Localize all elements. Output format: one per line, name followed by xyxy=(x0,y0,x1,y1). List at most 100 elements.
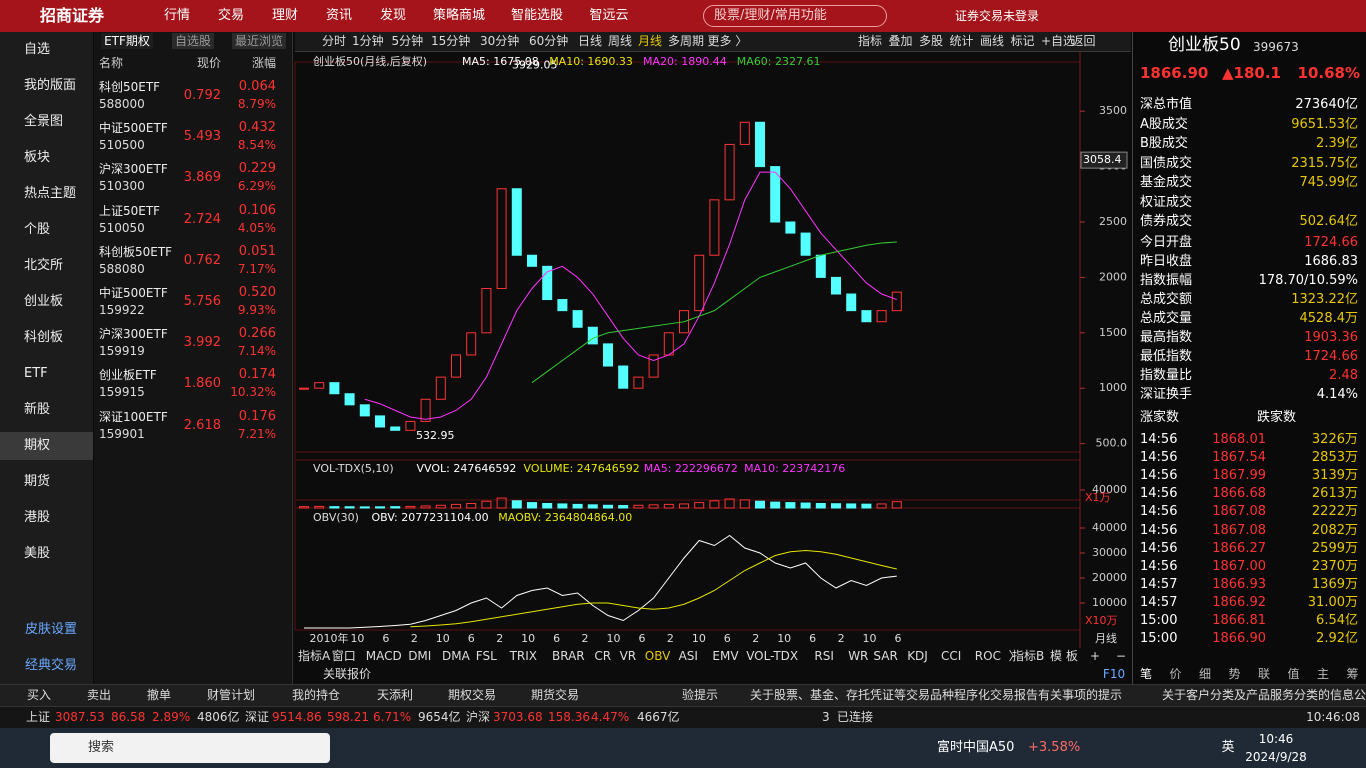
nav-item[interactable]: ETF xyxy=(24,366,48,381)
tool-button[interactable]: 画线 xyxy=(980,34,1005,48)
indicator-tab[interactable]: BRAR xyxy=(552,649,585,663)
action-bar xyxy=(0,684,1366,707)
quote-tab[interactable]: 势 xyxy=(1228,667,1241,681)
menu-item[interactable]: 发现 xyxy=(379,8,407,23)
tool-button[interactable]: 指标 xyxy=(858,34,883,48)
stat-label: B股成交 xyxy=(1140,136,1188,151)
menu-item[interactable]: 策略商城 xyxy=(432,8,486,23)
menu-item[interactable]: 智远云 xyxy=(589,8,629,23)
indicator-tab[interactable]: ROC xyxy=(974,649,1001,663)
indicator-tab[interactable]: KDJ xyxy=(907,649,928,663)
period-button[interactable]: 30分钟 xyxy=(480,34,520,48)
quote-tab[interactable]: 筹 xyxy=(1346,667,1359,681)
tab[interactable]: 最近浏览 xyxy=(231,33,287,49)
period-button[interactable]: 月线 xyxy=(638,34,663,48)
period-button[interactable]: 15分钟 xyxy=(431,34,471,48)
quote-tab[interactable]: 值 xyxy=(1287,667,1300,681)
indicator-tab[interactable]: 窗口 xyxy=(331,649,356,663)
nav-item[interactable]: 期权 xyxy=(24,438,51,453)
tab[interactable]: ETF期权 xyxy=(101,33,153,49)
quote-tab[interactable]: 细 xyxy=(1198,667,1212,681)
indicator-tab[interactable]: SAR xyxy=(873,649,898,663)
indicator-tab[interactable]: 指标B xyxy=(1012,649,1045,663)
nav-item[interactable]: 我的版面 xyxy=(24,78,77,93)
menu-item[interactable]: 资讯 xyxy=(325,8,353,23)
indicator-tab[interactable]: FSL xyxy=(475,649,497,663)
menu-item[interactable]: 智能选股 xyxy=(510,8,564,23)
taskbar-search[interactable] xyxy=(50,733,330,763)
nav-item[interactable]: 美股 xyxy=(24,546,51,561)
indicator-tab[interactable]: + xyxy=(1090,649,1101,663)
tool-button[interactable]: 标记 xyxy=(1010,34,1035,48)
indicator-tab[interactable]: ASI xyxy=(678,649,698,663)
nav-item[interactable]: 自选 xyxy=(24,42,51,57)
indicator-tab[interactable]: RSI xyxy=(814,649,834,663)
period-button[interactable]: 分时 xyxy=(322,34,347,48)
nav-item[interactable]: 板块 xyxy=(24,150,51,165)
menu-item[interactable]: 行情 xyxy=(163,8,191,23)
indicator-tab[interactable]: WR xyxy=(848,649,869,663)
indicator-tab[interactable]: 模 板 xyxy=(1050,649,1078,663)
volume-bar xyxy=(496,497,507,509)
volume-bar xyxy=(633,504,644,509)
action-button[interactable]: 财管计划 xyxy=(207,688,256,702)
tool-button[interactable]: 叠加 xyxy=(888,34,913,48)
nav-item[interactable]: 科创板 xyxy=(24,330,64,345)
tab[interactable]: 自选股 xyxy=(171,33,215,49)
f10-button[interactable]: F10 xyxy=(1102,667,1126,681)
nav-item[interactable]: 北交所 xyxy=(24,258,64,273)
action-button[interactable]: 天添利 xyxy=(377,688,414,702)
quote-tab[interactable]: 笔 xyxy=(1139,667,1153,681)
tool-button[interactable]: +自选 xyxy=(1041,34,1076,48)
nav-item[interactable]: 热点主题 xyxy=(24,186,77,201)
period-button[interactable]: 1分钟 xyxy=(352,34,384,48)
x-tick-label: 6 xyxy=(382,632,389,645)
tool-button[interactable]: 统计 xyxy=(949,34,974,48)
indicator-tab[interactable]: VR xyxy=(619,649,637,663)
candle xyxy=(451,354,461,378)
indicator-tab[interactable]: TRIX xyxy=(509,649,538,663)
nav-item[interactable]: 全景图 xyxy=(24,114,64,129)
action-button[interactable]: 期货交易 xyxy=(531,688,580,702)
nav-item[interactable]: 港股 xyxy=(24,510,51,525)
period-button[interactable]: 日线 xyxy=(578,34,603,48)
indicator-tab[interactable]: EMV xyxy=(712,649,739,663)
nav-item[interactable]: 皮肤设置 xyxy=(25,622,78,637)
volume-bar xyxy=(739,499,750,509)
indicator-tab[interactable]: 指标A xyxy=(298,649,331,663)
period-button[interactable]: 周线 xyxy=(608,34,633,48)
action-button[interactable]: 我的持仓 xyxy=(292,688,341,702)
action-button[interactable]: 买入 xyxy=(27,688,52,702)
menu-item[interactable]: 交易 xyxy=(217,8,245,23)
etf-price: 3.869 xyxy=(183,170,221,186)
tool-button[interactable]: 多股 xyxy=(919,34,944,48)
indicator-tab[interactable]: − xyxy=(1116,649,1127,663)
indicator-tab[interactable]: CR xyxy=(594,649,612,663)
action-button[interactable]: 撤单 xyxy=(147,688,172,702)
quote-tab[interactable]: 价 xyxy=(1169,667,1182,681)
nav-item[interactable]: 经典交易 xyxy=(25,658,78,673)
indicator-tab[interactable]: OBV xyxy=(644,649,671,663)
indicator-tab[interactable]: MACD xyxy=(365,649,402,663)
indicator-tab[interactable]: CCI xyxy=(941,649,962,663)
indicator-tab[interactable]: VOL-TDX xyxy=(746,649,799,663)
search-box[interactable] xyxy=(703,5,887,27)
nav-item[interactable]: 期货 xyxy=(24,474,51,489)
indicator-tab[interactable]: DMA xyxy=(442,649,470,663)
tool-button[interactable]: 返回 xyxy=(1071,34,1096,48)
menu-item[interactable]: 理财 xyxy=(271,8,299,23)
quote-tab[interactable]: 主 xyxy=(1316,667,1330,681)
action-button[interactable]: 期权交易 xyxy=(448,688,497,702)
period-button[interactable]: 更多 〉 xyxy=(707,34,748,48)
period-button[interactable]: 5分钟 xyxy=(391,34,424,48)
candle xyxy=(587,326,598,345)
action-button[interactable]: 卖出 xyxy=(87,688,112,702)
indicator-tab[interactable]: DMI xyxy=(408,649,432,663)
quote-tab[interactable]: 联 xyxy=(1257,667,1271,681)
period-button[interactable]: 多周期 xyxy=(668,34,705,48)
period-button[interactable]: 60分钟 xyxy=(529,34,569,48)
nav-item[interactable]: 新股 xyxy=(24,402,51,417)
nav-item[interactable]: 创业板 xyxy=(24,294,64,309)
indicator-tab[interactable]: 〉 xyxy=(1008,649,1021,663)
nav-item[interactable]: 个股 xyxy=(24,222,51,237)
